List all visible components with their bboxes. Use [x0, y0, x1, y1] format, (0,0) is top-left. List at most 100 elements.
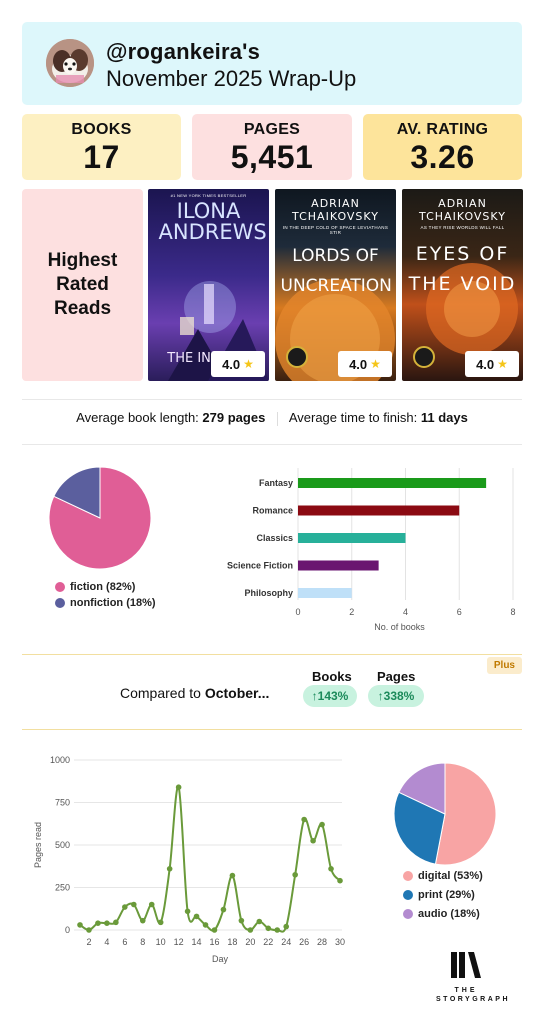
data-point[interactable]: [229, 872, 236, 879]
pie-slice[interactable]: [48, 466, 152, 570]
book-1-author-text: ILONA ANDREWS: [158, 199, 267, 244]
user-handle[interactable]: @rogankeira's: [106, 39, 261, 64]
star-icon: ★: [370, 357, 381, 371]
data-point[interactable]: [220, 906, 227, 913]
legend-item-audio: audio (18%): [403, 904, 483, 923]
legend-label: nonfiction (18%): [70, 597, 156, 609]
x-axis-label: Day: [212, 954, 229, 964]
bar[interactable]: [298, 478, 487, 488]
book-3-art: [413, 263, 518, 368]
format-pie-chart: [393, 762, 497, 866]
book-2-author-text: ADRIAN TCHAIKOVSKY: [292, 197, 379, 223]
x-tick-label: 8: [140, 937, 145, 947]
data-point[interactable]: [166, 866, 173, 872]
book-1-author: ILONA ANDREWS: [148, 201, 269, 243]
bar[interactable]: [298, 505, 460, 516]
x-tick-label: 10: [156, 937, 166, 947]
data-point[interactable]: [283, 923, 290, 930]
data-point[interactable]: [122, 904, 128, 910]
legend-item-fiction: fiction (82%): [55, 579, 156, 595]
book-3-title-text: EYES OF THE VOID: [408, 243, 517, 295]
x-tick-label: 24: [281, 937, 291, 947]
books-change-pill: ↑143%: [303, 685, 357, 707]
data-point[interactable]: [86, 927, 92, 933]
x-tick-label: 2: [86, 937, 91, 947]
separator: [276, 411, 278, 426]
data-point[interactable]: [193, 913, 200, 920]
data-point[interactable]: [274, 927, 281, 933]
data-point[interactable]: [301, 816, 307, 823]
data-point[interactable]: [157, 919, 164, 926]
comparison-section: Plus Compared to October... Books ↑143% …: [22, 654, 522, 730]
data-point[interactable]: [139, 917, 146, 924]
data-point[interactable]: [148, 901, 155, 908]
star-icon: ★: [243, 357, 254, 371]
book-1-tagline: #1 NEW YORK TIMES BESTSELLER: [170, 193, 247, 198]
pie-slice[interactable]: [434, 762, 497, 866]
data-point[interactable]: [265, 925, 272, 932]
stat-pages-label: PAGES: [243, 121, 301, 138]
page-title: November 2025 Wrap-Up: [106, 66, 357, 91]
bar[interactable]: [298, 588, 352, 598]
data-point[interactable]: [256, 918, 263, 925]
book-3-rating: 4.0 ★: [465, 351, 519, 377]
legend-label: digital (53%): [418, 869, 483, 882]
avg-length-label: Average book length:: [76, 410, 199, 425]
x-tick-label: 16: [209, 937, 219, 947]
avatar[interactable]: [46, 39, 94, 87]
avg-time-value: 11 days: [420, 410, 468, 425]
x-tick-label: 14: [192, 937, 202, 947]
legend-label: audio (18%): [418, 907, 480, 920]
pie-slice[interactable]: [53, 466, 101, 519]
book-3-tagline: AS THEY RISE WORLDS WILL FALL: [420, 225, 505, 230]
storygraph-logo-icon: [451, 952, 481, 978]
data-point[interactable]: [130, 901, 137, 908]
highest-rated-label: Highest Rated Reads: [22, 189, 143, 381]
book-2-author: ADRIAN TCHAIKOVSKY: [275, 197, 396, 223]
x-tick-label: 6: [122, 937, 127, 947]
x-tick-label: 6: [457, 607, 462, 617]
data-point[interactable]: [104, 920, 110, 926]
x-tick-label: 2: [349, 607, 354, 617]
stat-books: BOOKS 17: [22, 114, 181, 180]
data-point[interactable]: [202, 922, 209, 928]
bar[interactable]: [298, 533, 406, 543]
book-cover-1[interactable]: #1 NEW YORK TIMES BESTSELLER ILONA ANDRE…: [148, 189, 269, 381]
data-point[interactable]: [77, 922, 83, 928]
data-point[interactable]: [175, 784, 182, 790]
data-point[interactable]: [238, 917, 245, 924]
x-tick-label: 30: [335, 937, 345, 947]
data-point[interactable]: [184, 908, 191, 915]
category-label: Philosophy: [244, 588, 293, 598]
data-point[interactable]: [310, 837, 316, 844]
data-point[interactable]: [328, 866, 334, 872]
data-point[interactable]: [113, 919, 119, 926]
comparison-books-title: Books: [312, 669, 352, 684]
stat-pages: PAGES 5,451: [192, 114, 352, 180]
data-point[interactable]: [319, 821, 325, 828]
plus-badge: Plus: [486, 657, 522, 674]
avg-length-value: 279 pages: [202, 410, 266, 425]
stat-books-value: 17: [83, 139, 120, 175]
data-point[interactable]: [211, 927, 218, 933]
data-point[interactable]: [95, 920, 101, 926]
pie-slice[interactable]: [393, 791, 446, 865]
book-3-rating-value: 4.0: [476, 356, 495, 372]
bar[interactable]: [298, 560, 379, 571]
x-axis-label: No. of books: [374, 622, 425, 632]
comparison-label: Compared to October...: [120, 685, 269, 701]
comparison-month[interactable]: October...: [204, 685, 270, 701]
category-label: Fantasy: [259, 478, 293, 488]
data-point[interactable]: [292, 871, 298, 878]
book-cover-3[interactable]: ADRIAN TCHAIKOVSKY AS THEY RISE WORLDS W…: [402, 189, 523, 381]
data-point[interactable]: [247, 927, 254, 933]
data-point[interactable]: [337, 877, 343, 884]
legend-dot: [403, 908, 413, 919]
book-cover-2[interactable]: ADRIAN TCHAIKOVSKY IN THE DEEP COLD OF S…: [275, 189, 396, 381]
book-2-rating: 4.0 ★: [338, 351, 392, 377]
book-1-rating-value: 4.0: [222, 356, 241, 372]
book-3-title: EYES OF THE VOID: [402, 239, 523, 299]
pie-slice[interactable]: [398, 762, 446, 815]
series-line: [79, 786, 341, 933]
storygraph-logo[interactable]: THE STORYGRAPH: [436, 950, 508, 1003]
